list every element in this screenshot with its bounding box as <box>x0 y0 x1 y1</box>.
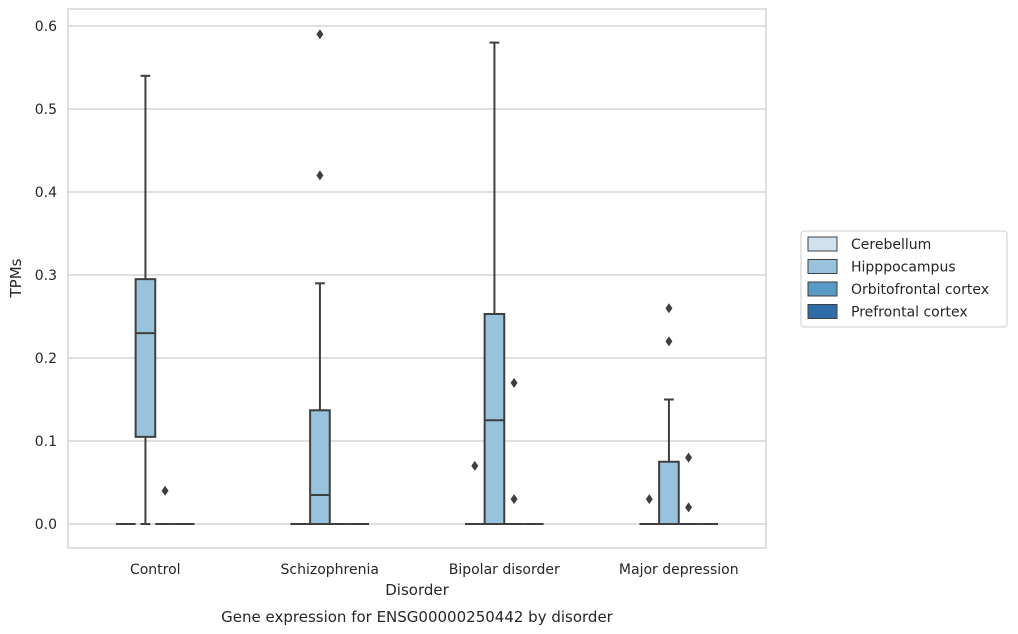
legend-swatch <box>807 259 838 274</box>
box <box>134 278 157 438</box>
box-orbitofrontal-cortex <box>504 377 524 525</box>
legend-label: Orbitofrontal cortex <box>851 282 989 298</box>
legend-label: Cerebellum <box>851 237 931 253</box>
outlier-point <box>316 29 324 40</box>
grid-lines <box>68 25 766 525</box>
chart-title: Gene expression for ENSG00000250442 by d… <box>221 608 614 626</box>
box-hipppocampus <box>309 29 331 526</box>
outlier-point <box>510 377 518 388</box>
outlier-point <box>316 170 324 181</box>
outlier-point <box>665 303 673 314</box>
y-tick-label: 0.0 <box>35 517 57 533</box>
box <box>658 460 680 525</box>
box-hipppocampus <box>483 41 506 526</box>
box-series <box>115 29 719 526</box>
box-hipppocampus <box>658 303 680 525</box>
outlier-point <box>645 494 653 505</box>
outlier-point <box>471 460 479 471</box>
y-tick-label: 0.6 <box>35 19 57 35</box>
box <box>309 409 331 526</box>
box-orbitofrontal-cortex <box>155 485 175 525</box>
y-tick-label: 0.3 <box>35 268 57 284</box>
y-tick-label: 0.2 <box>35 351 57 367</box>
x-tick-label: Major depression <box>619 562 739 578</box>
outlier-point <box>685 502 693 513</box>
y-axis-label: TPMs <box>7 258 25 298</box>
box-orbitofrontal-cortex <box>678 452 699 525</box>
plot-area <box>67 8 767 549</box>
legend-swatch <box>807 281 838 297</box>
legend-frame <box>800 230 1008 328</box>
outlier-point <box>665 336 673 347</box>
legend-label: Prefrontal cortex <box>851 305 968 321</box>
legend-swatch <box>807 236 838 252</box>
legend: Cerebellum Hipppocampus Orbitofrontal cort… <box>800 230 1008 328</box>
legend-label: Hipppocampus <box>851 260 956 276</box>
x-axis-label: Disorder <box>385 581 449 599</box>
x-tick-label: Bipolar disorder <box>449 562 560 578</box>
outlier-point <box>161 485 169 496</box>
outlier-point <box>685 452 693 463</box>
y-tick-label: 0.5 <box>35 102 57 118</box>
legend-swatch <box>807 304 838 319</box>
x-axis: Control Schizophrenia Bipolar disorder Majo… <box>130 562 739 578</box>
x-tick-label: Schizophrenia <box>281 562 379 578</box>
y-tick-label: 0.1 <box>35 434 57 450</box>
y-axis: 0.0 0.1 0.2 0.3 0.4 0.5 0.6 <box>35 19 57 533</box>
y-tick-label: 0.4 <box>35 185 57 201</box>
x-tick-label: Control <box>130 562 181 578</box>
outlier-point <box>510 494 518 505</box>
box-hipppocampus <box>134 74 157 525</box>
box <box>483 313 506 526</box>
